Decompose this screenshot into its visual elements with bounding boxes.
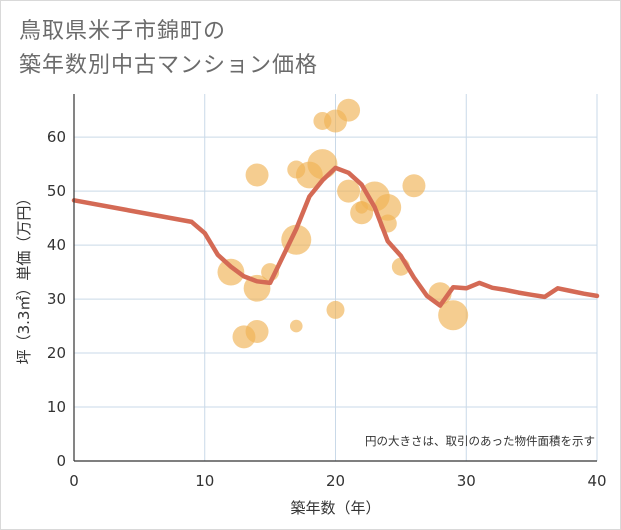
- average-price-line: [71, 165, 600, 308]
- bubble-point: [337, 98, 361, 122]
- y-tick-label: 30: [47, 290, 66, 308]
- bubble-point: [289, 319, 303, 333]
- y-tick-label: 0: [56, 452, 66, 470]
- bubble-size-note: 円の大きさは、取引のあった物件面積を示す: [365, 434, 595, 448]
- bubble-point: [438, 300, 469, 331]
- average-line-series: [71, 165, 600, 308]
- chart-title-line-1: 鳥取県米子市錦町の: [19, 19, 227, 44]
- bubble-series: [217, 98, 469, 349]
- bubble-point: [337, 179, 361, 203]
- x-tick-label: 30: [457, 472, 476, 490]
- bubble-point: [245, 319, 269, 343]
- y-axis-title: 坪（3.3㎡）単価（万円）: [15, 191, 33, 365]
- bubble-point: [374, 193, 402, 221]
- x-tick-label: 20: [326, 472, 345, 490]
- axes: 0 10 20 30 40 0 10 20 30 40 50 60: [47, 94, 607, 490]
- x-tick-label: 40: [587, 472, 606, 490]
- bubble-point: [402, 174, 426, 198]
- bubble-point: [307, 149, 338, 180]
- bubble-point: [326, 300, 345, 319]
- chart-title: 鳥取県米子市錦町の 築年数別中古マンション価格: [19, 15, 318, 83]
- grid-lines: [74, 94, 598, 461]
- x-tick-label: 0: [69, 472, 79, 490]
- x-tick-label: 10: [195, 472, 214, 490]
- x-axis-title: 築年数（年）: [290, 499, 380, 517]
- chart-title-line-2: 築年数別中古マンション価格: [19, 53, 319, 78]
- y-tick-label: 40: [47, 236, 66, 254]
- bubble-point: [217, 258, 245, 286]
- y-tick-label: 10: [47, 398, 66, 416]
- y-tick-label: 50: [47, 182, 66, 200]
- y-tick-label: 60: [47, 128, 66, 146]
- y-tick-label: 20: [47, 344, 66, 362]
- bubble-point: [245, 163, 269, 187]
